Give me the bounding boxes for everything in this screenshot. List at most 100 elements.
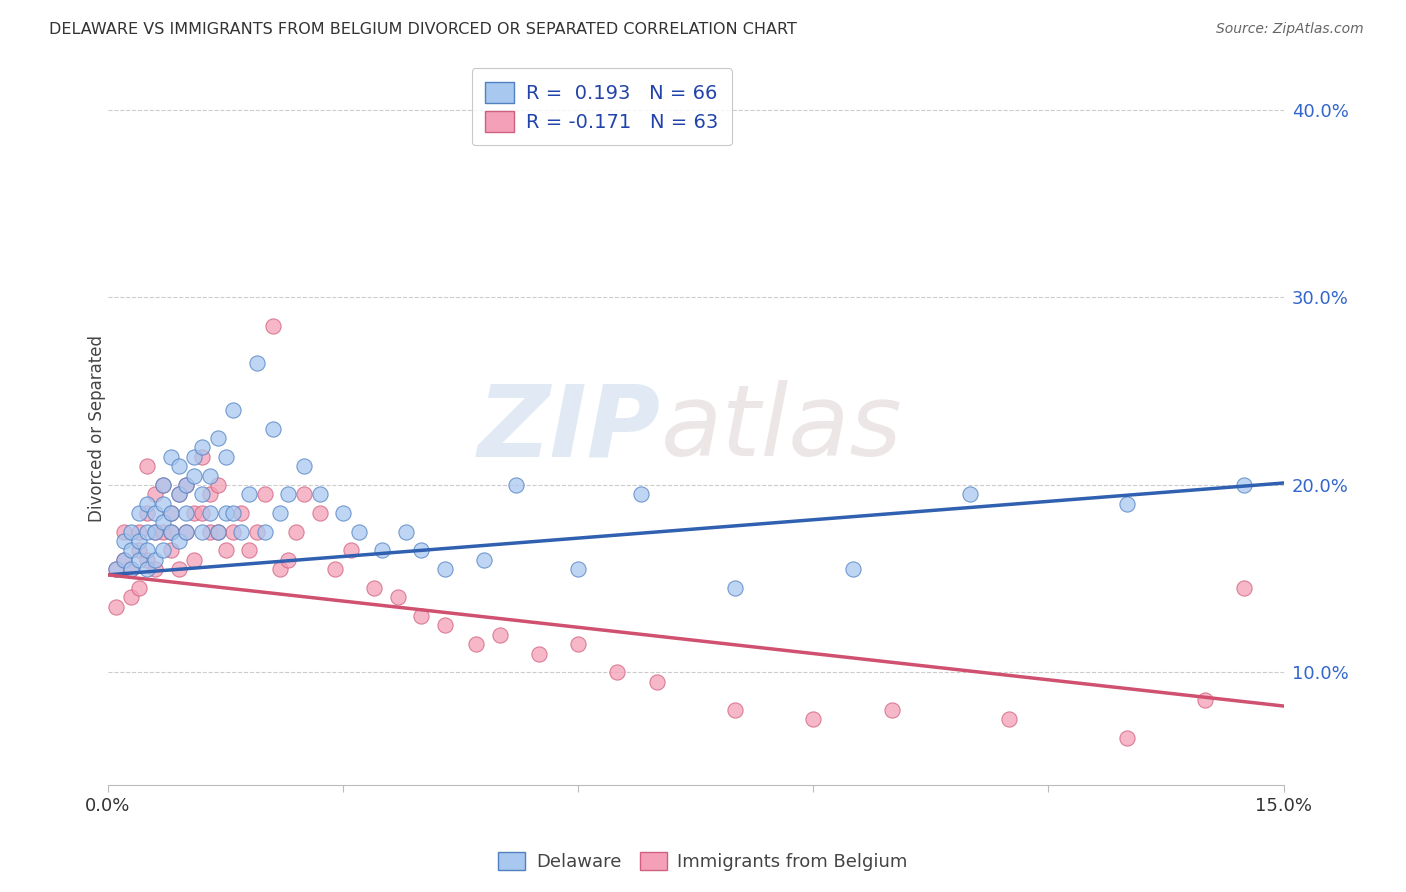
Point bbox=[112, 553, 135, 567]
Point bbox=[238, 543, 260, 558]
Point bbox=[207, 524, 229, 539]
Point bbox=[332, 506, 354, 520]
Point bbox=[262, 318, 284, 333]
Point bbox=[152, 478, 174, 492]
Point bbox=[167, 487, 190, 501]
Point bbox=[998, 712, 1021, 726]
Point bbox=[191, 441, 214, 455]
Point bbox=[1115, 731, 1137, 745]
Point bbox=[308, 506, 330, 520]
Point bbox=[465, 637, 488, 651]
Point bbox=[128, 581, 150, 595]
Point bbox=[387, 591, 409, 605]
Point bbox=[567, 637, 589, 651]
Point bbox=[340, 543, 363, 558]
Point bbox=[214, 450, 236, 464]
Point bbox=[167, 562, 190, 576]
Point bbox=[801, 712, 824, 726]
Point bbox=[395, 524, 418, 539]
Legend: R =  0.193   N = 66, R = -0.171   N = 63: R = 0.193 N = 66, R = -0.171 N = 63 bbox=[471, 68, 733, 145]
Point bbox=[308, 487, 330, 501]
Point bbox=[143, 506, 166, 520]
Point bbox=[277, 487, 299, 501]
Point bbox=[152, 516, 174, 530]
Point bbox=[606, 665, 628, 680]
Point bbox=[253, 487, 276, 501]
Point bbox=[434, 618, 457, 632]
Point bbox=[214, 506, 236, 520]
Point bbox=[214, 543, 236, 558]
Point bbox=[128, 506, 150, 520]
Point bbox=[128, 553, 150, 567]
Point bbox=[152, 497, 174, 511]
Point bbox=[222, 506, 245, 520]
Point bbox=[176, 478, 198, 492]
Point bbox=[198, 468, 221, 483]
Point bbox=[292, 487, 315, 501]
Point bbox=[959, 487, 981, 501]
Point bbox=[112, 524, 135, 539]
Point bbox=[183, 450, 205, 464]
Point bbox=[121, 562, 143, 576]
Point bbox=[167, 487, 190, 501]
Point bbox=[121, 543, 143, 558]
Point bbox=[724, 581, 747, 595]
Text: ZIP: ZIP bbox=[478, 380, 661, 477]
Point bbox=[121, 562, 143, 576]
Point bbox=[292, 459, 315, 474]
Point bbox=[136, 459, 159, 474]
Point bbox=[176, 524, 198, 539]
Point bbox=[136, 562, 159, 576]
Point bbox=[269, 506, 291, 520]
Point bbox=[371, 543, 394, 558]
Point bbox=[347, 524, 370, 539]
Point bbox=[121, 524, 143, 539]
Point bbox=[207, 478, 229, 492]
Point bbox=[246, 524, 269, 539]
Point bbox=[880, 703, 903, 717]
Point bbox=[472, 553, 495, 567]
Point bbox=[1115, 497, 1137, 511]
Point bbox=[198, 487, 221, 501]
Point bbox=[527, 647, 550, 661]
Point bbox=[1233, 581, 1256, 595]
Point bbox=[183, 468, 205, 483]
Point bbox=[183, 506, 205, 520]
Point bbox=[323, 562, 346, 576]
Point bbox=[143, 553, 166, 567]
Point bbox=[128, 534, 150, 549]
Point bbox=[143, 524, 166, 539]
Point bbox=[285, 524, 308, 539]
Point bbox=[262, 422, 284, 436]
Point bbox=[231, 506, 253, 520]
Point bbox=[104, 562, 127, 576]
Point bbox=[198, 506, 221, 520]
Point bbox=[167, 459, 190, 474]
Point bbox=[191, 450, 214, 464]
Point bbox=[505, 478, 527, 492]
Point bbox=[159, 506, 181, 520]
Point bbox=[112, 534, 135, 549]
Point bbox=[231, 524, 253, 539]
Point bbox=[630, 487, 652, 501]
Point bbox=[128, 524, 150, 539]
Point bbox=[136, 543, 159, 558]
Point bbox=[136, 506, 159, 520]
Point bbox=[121, 591, 143, 605]
Point bbox=[191, 487, 214, 501]
Point bbox=[159, 506, 181, 520]
Point bbox=[277, 553, 299, 567]
Point bbox=[143, 562, 166, 576]
Point bbox=[191, 524, 214, 539]
Point bbox=[136, 553, 159, 567]
Point bbox=[136, 497, 159, 511]
Point bbox=[207, 431, 229, 445]
Point bbox=[724, 703, 747, 717]
Point bbox=[152, 524, 174, 539]
Point bbox=[222, 403, 245, 417]
Point bbox=[159, 450, 181, 464]
Point bbox=[176, 506, 198, 520]
Point bbox=[104, 599, 127, 614]
Point bbox=[489, 628, 512, 642]
Point bbox=[176, 478, 198, 492]
